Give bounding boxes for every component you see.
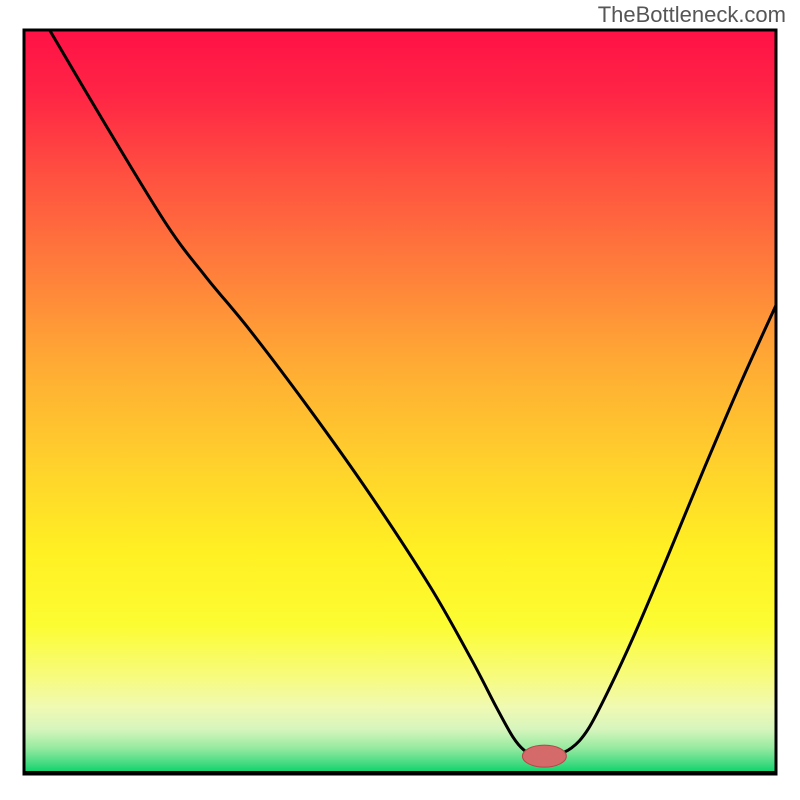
optimal-marker-pill — [522, 745, 566, 767]
watermark-text: TheBottleneck.com — [598, 2, 786, 28]
plot-background-gradient — [24, 30, 776, 774]
chart-svg — [0, 0, 800, 800]
chart-stage: TheBottleneck.com — [0, 0, 800, 800]
